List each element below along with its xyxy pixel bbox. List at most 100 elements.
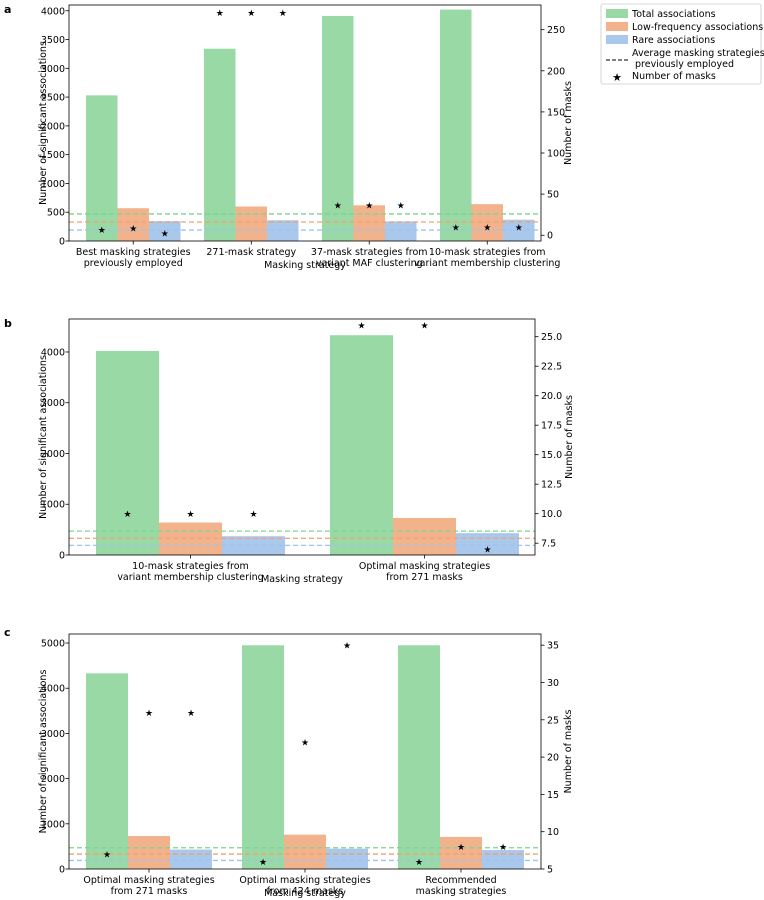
bar-low-1 (128, 836, 170, 869)
y2-tick-label: 22.5 (541, 362, 562, 373)
y-tick-label: 0 (59, 237, 65, 248)
y2-tick-label: 10.0 (541, 509, 562, 520)
mask-star-1-1: ★ (103, 851, 111, 861)
y-tick-label: 1500 (41, 150, 65, 161)
legend-swatch-total (606, 9, 628, 18)
mask-star-3-3: ★ (397, 201, 405, 211)
x-tick-label: variant membership clustering (414, 258, 560, 269)
y-tick-label: 1000 (41, 500, 65, 511)
x-tick-label: from 424 masks (267, 886, 344, 897)
bar-total-3 (322, 15, 354, 242)
y2-tick-label: 10 (547, 827, 559, 838)
axes-frame (68, 633, 542, 870)
y2-tick-label: 25.0 (541, 332, 562, 343)
y2-tick-label: 20.0 (541, 391, 562, 402)
legend-label-avg-2: previously employed (632, 59, 734, 70)
x-axis-label: Masking strategy (264, 260, 346, 271)
legend-swatch-rare (606, 35, 628, 44)
bar-total-1 (96, 350, 159, 555)
bar-low-3 (353, 205, 385, 241)
x-tick-label: variant MAF clustering (316, 258, 423, 269)
mask-star-1-2: ★ (129, 224, 137, 234)
y-tick-label: 4000 (41, 684, 65, 695)
y2-tick-label: 200 (547, 66, 565, 77)
y2-tick-label: 50 (547, 190, 559, 201)
bar-rare-1 (170, 849, 212, 869)
mask-star-3-2: ★ (365, 201, 373, 211)
y2-tick-label: 5 (547, 865, 553, 876)
y2-axis-label: Number of masks (563, 710, 574, 794)
legend-label-low: Low-frequency associations (632, 22, 763, 33)
y-tick-label: 1000 (41, 179, 65, 190)
mask-star-2-2: ★ (301, 739, 309, 749)
y-tick-label: 5000 (41, 639, 65, 650)
y2-tick-label: 12.5 (541, 480, 562, 491)
y-tick-label: 4000 (41, 347, 65, 358)
x-tick-label: variant membership clustering (117, 572, 263, 583)
y-tick-label: 1000 (41, 819, 65, 830)
mask-star-1-1: ★ (98, 226, 106, 236)
y-tick-label: 4000 (41, 6, 65, 17)
mask-star-2-2: ★ (420, 321, 428, 331)
bar-rare-3 (482, 850, 524, 869)
x-axis-label: Masking strategy (261, 574, 343, 585)
x-tick-label: masking strategies (416, 886, 507, 897)
bar-total-2 (204, 48, 236, 242)
y2-axis-label: Number of masks (563, 81, 574, 165)
x-tick-label: 10-mask strategies from (429, 247, 546, 258)
y-axis-label: Number of significant associations (38, 670, 49, 834)
mask-star-2-2: ★ (247, 9, 255, 19)
mask-star-3-3: ★ (499, 843, 507, 853)
mask-star-1-1: ★ (123, 510, 131, 520)
y-axis-label: Number of significant associations (38, 41, 49, 205)
y-tick-label: 0 (59, 865, 65, 876)
mask-star-2-1: ★ (357, 321, 365, 331)
legend-swatch-low (606, 22, 628, 31)
mask-star-2-3: ★ (279, 9, 287, 19)
mask-star-2-3: ★ (483, 546, 491, 556)
mask-star-2-3: ★ (343, 642, 351, 652)
y2-tick-label: 15 (547, 790, 559, 801)
y2-tick-label: 20 (547, 753, 559, 764)
bar-total-1 (86, 95, 118, 242)
y2-tick-label: 150 (547, 107, 565, 118)
mask-star-4-2: ★ (483, 224, 491, 234)
y-tick-label: 3500 (41, 35, 65, 46)
legend-label-avg-1: Average masking strategies (632, 48, 764, 59)
bar-rare-2 (267, 220, 299, 241)
x-tick-label: Optimal masking strategies (83, 875, 214, 886)
x-axis-label: Masking strategy (264, 888, 346, 899)
mask-star-2-1: ★ (259, 858, 267, 868)
bar-low-3 (440, 836, 482, 869)
y-tick-label: 2000 (41, 121, 65, 132)
x-tick-label: from 271 masks (111, 886, 188, 897)
x-tick-label: Optimal masking strategies (239, 875, 370, 886)
x-tick-label: 271-mask strategy (206, 247, 296, 258)
mask-star-1-2: ★ (145, 709, 153, 719)
y-axis-label: Number of significant associations (38, 355, 49, 519)
bar-total-3 (398, 645, 440, 869)
mask-star-3-1: ★ (415, 858, 423, 868)
y-tick-label: 3000 (41, 64, 65, 75)
x-tick-label: Recommended (425, 875, 496, 886)
legend-label-total: Total associations (631, 9, 716, 20)
bar-rare-2 (326, 848, 368, 869)
legend-label-masks: Number of masks (632, 71, 716, 82)
axes-frame (68, 4, 542, 242)
x-tick-label: Optimal masking strategies (359, 561, 490, 572)
axes-frame (68, 318, 536, 556)
y2-tick-label: 250 (547, 25, 565, 36)
mask-star-1-2: ★ (186, 510, 194, 520)
bar-low-2 (393, 517, 456, 555)
panel-label: c (4, 626, 11, 639)
y-tick-label: 2500 (41, 93, 65, 104)
mask-star-4-1: ★ (452, 224, 460, 234)
y-tick-label: 2000 (41, 774, 65, 785)
bar-total-2 (330, 335, 393, 555)
x-tick-label: from 271 masks (386, 572, 463, 583)
bar-rare-1 (149, 221, 181, 241)
